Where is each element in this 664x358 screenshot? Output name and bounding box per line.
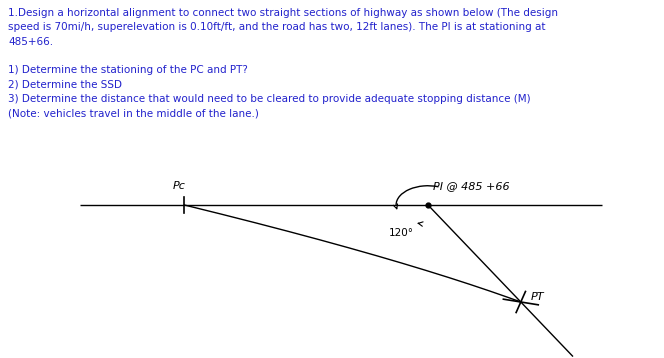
Text: 120°: 120°: [389, 227, 414, 237]
Text: speed is 70mi/h, superelevation is 0.10ft/ft, and the road has two, 12ft lanes).: speed is 70mi/h, superelevation is 0.10f…: [8, 23, 546, 33]
Text: Pc: Pc: [173, 181, 186, 191]
Text: 1) Determine the stationing of the PC and PT?: 1) Determine the stationing of the PC an…: [8, 64, 248, 74]
Text: 2) Determine the SSD: 2) Determine the SSD: [8, 79, 122, 89]
Text: (Note: vehicles travel in the middle of the lane.): (Note: vehicles travel in the middle of …: [8, 108, 259, 118]
Text: 3) Determine the distance that would need to be cleared to provide adequate stop: 3) Determine the distance that would nee…: [8, 93, 531, 103]
Text: PI @ 485 +66: PI @ 485 +66: [433, 181, 510, 191]
Text: 1.Design a horizontal alignment to connect two straight sections of highway as s: 1.Design a horizontal alignment to conne…: [8, 8, 558, 18]
Text: PT: PT: [531, 292, 544, 302]
Text: 485+66.: 485+66.: [8, 37, 53, 47]
